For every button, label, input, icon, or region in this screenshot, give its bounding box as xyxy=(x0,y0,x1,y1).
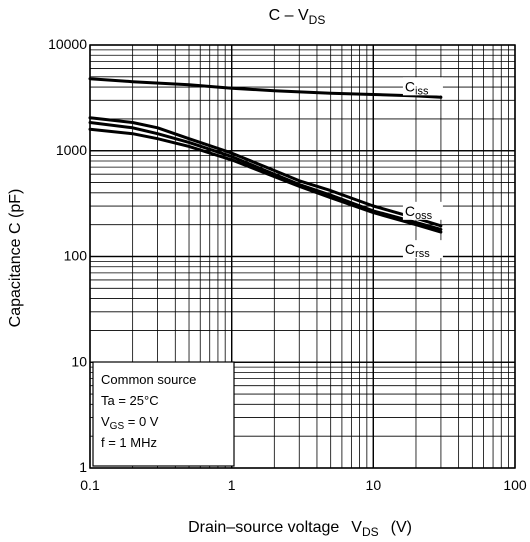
y-tick-label: 100 xyxy=(64,248,88,264)
x-tick-labels: 0.1 1 10 100 xyxy=(80,477,527,493)
legend-box: Common source Ta = 25°C VGS = 0 V f = 1 MHz xyxy=(92,361,235,467)
curves xyxy=(88,77,443,234)
y-tick-label: 10 xyxy=(71,353,87,369)
legend-frame xyxy=(92,361,235,467)
series-line-crss xyxy=(88,127,443,234)
series-labels: Ciss Coss Crss xyxy=(402,77,443,260)
y-axis-label: Capacitance C (pF) xyxy=(7,189,24,328)
x-tick-label: 10 xyxy=(366,477,382,493)
series-label-coss: Coss xyxy=(405,203,433,222)
series-line-coss xyxy=(88,116,443,228)
y-tick-label: 10000 xyxy=(48,36,87,52)
x-tick-label: 100 xyxy=(503,477,527,493)
legend-line: f = 1 MHz xyxy=(101,435,157,450)
chart-title: C – VDS xyxy=(269,7,326,27)
y-tick-label: 1000 xyxy=(56,142,87,158)
legend-line: VGS = 0 V xyxy=(101,414,159,432)
y-tick-label: 1 xyxy=(79,459,87,475)
legend-line: Ta = 25°C xyxy=(101,393,159,408)
y-tick-labels: 1 10 100 1000 10000 xyxy=(48,36,87,475)
series-label-crss: Crss xyxy=(405,241,430,260)
series-line-crss-a xyxy=(88,121,443,231)
series-label-bg xyxy=(402,240,443,259)
series-label-ciss: Ciss xyxy=(405,78,429,97)
grid xyxy=(89,44,516,469)
legend-line: Common source xyxy=(101,372,196,387)
series-label-bg xyxy=(402,77,443,96)
x-tick-label: 0.1 xyxy=(80,477,100,493)
plot-frame xyxy=(89,44,516,469)
series-label-bg xyxy=(402,201,443,220)
x-tick-label: 1 xyxy=(228,477,236,493)
x-axis-label: Drain–source voltage VDS (V) xyxy=(188,519,412,539)
series-line-ciss xyxy=(88,77,443,99)
